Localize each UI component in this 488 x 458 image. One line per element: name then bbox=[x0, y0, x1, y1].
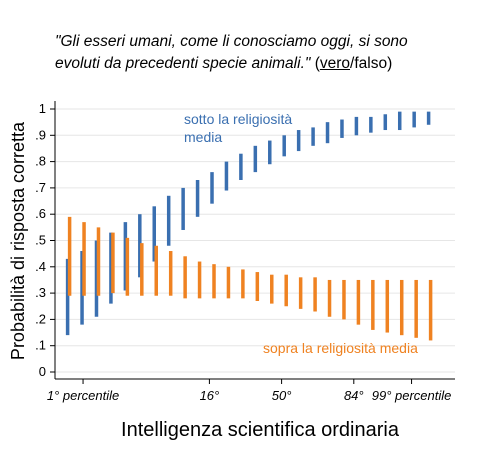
x-tick-label: 99° percentile bbox=[372, 388, 452, 403]
y-tick-label: .6 bbox=[35, 206, 46, 221]
y-tick-label: 0 bbox=[39, 364, 46, 379]
y-tick-label: .5 bbox=[35, 233, 46, 248]
correct-answer: vero bbox=[319, 55, 351, 72]
y-tick-label: .2 bbox=[35, 311, 46, 326]
answer-options: (vero/falso) bbox=[314, 55, 393, 72]
series-annotation: sotto la religiosità bbox=[184, 111, 292, 127]
series-annotation: media bbox=[184, 129, 222, 145]
x-tick-label: 16° bbox=[200, 388, 220, 403]
x-axis-label: Intelligenza scientifica ordinaria bbox=[121, 419, 400, 441]
y-tick-label: .3 bbox=[35, 285, 46, 300]
range-bars bbox=[65, 111, 433, 341]
x-tick-label: 50° bbox=[272, 388, 292, 403]
title-statement-end: evoluti da precedenti specie animali." bbox=[55, 55, 311, 72]
axes: 0 .1 .2 .3 .4 .5 .6 .7 .8 .9 1 1° percentile 16° 50° 8… bbox=[35, 101, 455, 403]
y-tick-label: .7 bbox=[35, 180, 46, 195]
title-line-1: "Gli esseri umani, come li conosciamo og… bbox=[55, 33, 408, 50]
x-tick-label: 1° percentile bbox=[47, 388, 119, 403]
y-tick-label: 1 bbox=[39, 101, 46, 116]
x-tick-label: 84° bbox=[344, 388, 364, 403]
series-annotations: sotto la religiosità media sopra la religi… bbox=[184, 111, 418, 356]
answer-options-rest: /falso) bbox=[350, 55, 393, 72]
y-tick-label: .8 bbox=[35, 154, 46, 169]
series-annotation: sopra la religiosità media bbox=[263, 340, 418, 356]
y-tick-label: .1 bbox=[35, 338, 46, 353]
chart-title: "Gli esseri umani, come li conosciamo og… bbox=[55, 31, 475, 75]
y-tick-label: .9 bbox=[35, 127, 46, 142]
y-axis-label: Probabilità di risposta corretta bbox=[8, 121, 28, 360]
title-line-2: evoluti da precedenti specie animali." (… bbox=[55, 53, 475, 75]
y-tick-label: .4 bbox=[35, 259, 46, 274]
